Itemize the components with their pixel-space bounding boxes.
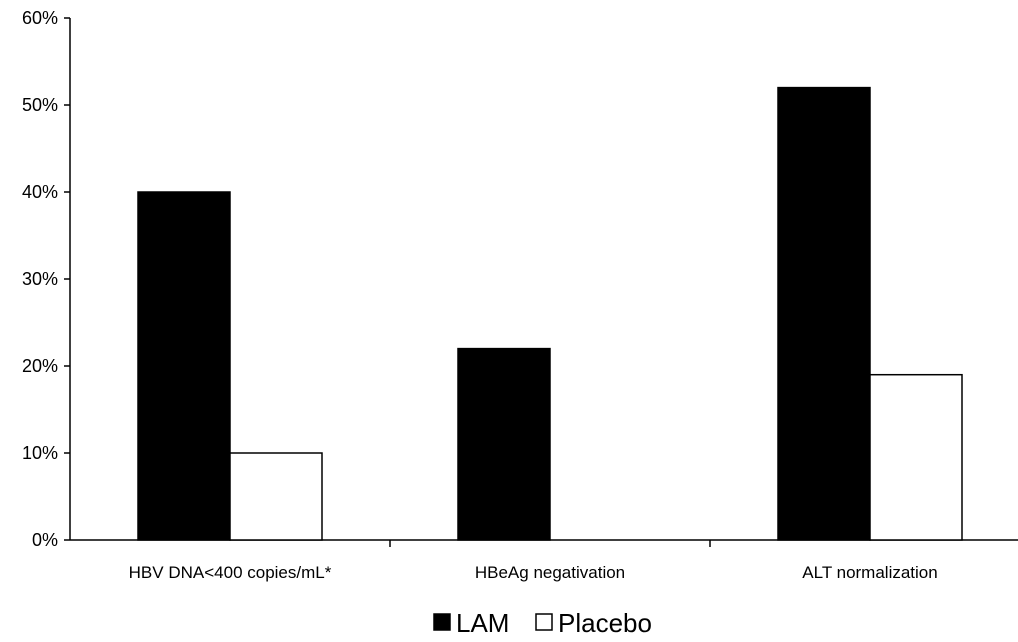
bar-placebo-2 <box>869 373 963 541</box>
bar-lam-1 <box>457 347 551 541</box>
x-category-label: HBeAg negativation <box>475 563 625 582</box>
y-tick-label: 50% <box>22 95 58 115</box>
bars <box>137 86 963 541</box>
y-tick-label: 10% <box>22 443 58 463</box>
y-tick-label: 40% <box>22 182 58 202</box>
bar-lam-2 <box>777 86 871 541</box>
bar-lam-0 <box>137 191 231 541</box>
x-category-label: ALT normalization <box>802 563 937 582</box>
x-category-label: HBV DNA<400 copies/mL* <box>129 563 332 582</box>
y-tick-label: 30% <box>22 269 58 289</box>
legend-swatch-placebo <box>535 613 553 631</box>
y-axis-ticks: 0% 10% 20% 30% 40% 50% 60% <box>22 8 70 550</box>
legend-swatch-lam <box>433 613 451 631</box>
y-tick-label: 0% <box>32 530 58 550</box>
legend-label-placebo: Placebo <box>558 608 652 638</box>
legend: LAM Placebo <box>433 608 652 638</box>
legend-label-lam: LAM <box>456 608 509 638</box>
y-tick-label: 20% <box>22 356 58 376</box>
y-tick-label: 60% <box>22 8 58 28</box>
x-axis-labels: HBV DNA<400 copies/mL* HBeAg negativation… <box>129 563 938 582</box>
bar-placebo-0 <box>229 452 323 541</box>
